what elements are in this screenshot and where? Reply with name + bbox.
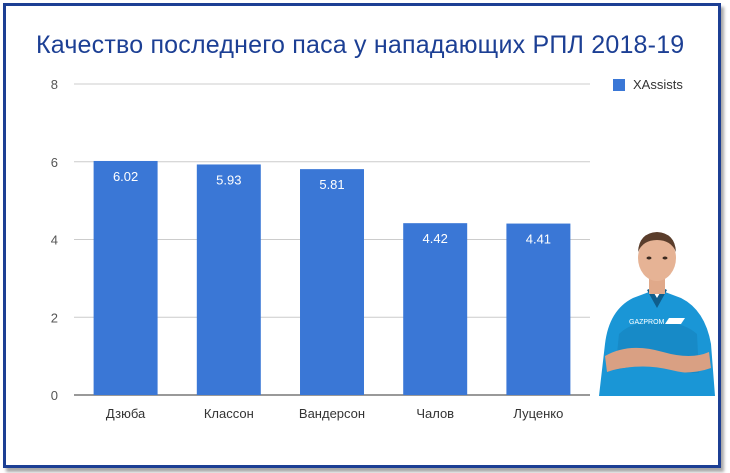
y-tick-label: 0 — [51, 388, 58, 403]
bar-value-label: 5.81 — [319, 177, 344, 192]
x-tick-label: Вандерсон — [299, 406, 365, 421]
x-tick-label: Луценко — [513, 406, 563, 421]
bar — [403, 223, 468, 395]
chart-title: Качество последнего паса у нападающих РП… — [36, 31, 685, 59]
bar — [300, 169, 364, 395]
bar — [196, 164, 261, 395]
x-tick-label: Классон — [204, 406, 254, 421]
svg-text:GAZPROM: GAZPROM — [629, 319, 665, 326]
legend-swatch — [613, 78, 625, 91]
legend-label: XAssists — [633, 77, 683, 92]
bar-value-label: 5.93 — [216, 172, 241, 187]
bar-value-label: 4.41 — [526, 232, 551, 247]
legend: XAssists — [613, 77, 683, 92]
bar-value-label: 4.42 — [423, 231, 448, 246]
bar-value-label: 6.02 — [113, 169, 138, 184]
y-tick-label: 8 — [51, 77, 58, 92]
bar — [506, 223, 571, 395]
y-tick-label: 4 — [51, 233, 58, 248]
x-tick-label: Дзюба — [106, 406, 146, 421]
bar — [93, 160, 158, 395]
player-photo-icon: GAZPROM — [599, 232, 715, 396]
x-tick-label: Чалов — [416, 406, 454, 421]
y-tick-label: 6 — [51, 155, 58, 170]
y-tick-label: 2 — [51, 310, 58, 325]
